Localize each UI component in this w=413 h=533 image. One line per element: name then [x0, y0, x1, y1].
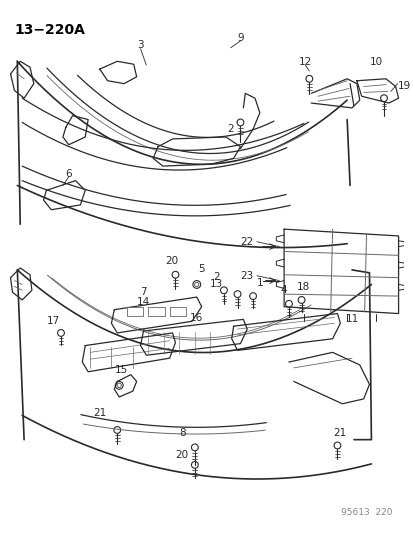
Text: 5: 5	[198, 264, 204, 274]
Text: 3: 3	[137, 40, 143, 50]
Text: 20: 20	[165, 256, 178, 266]
Text: 15: 15	[114, 365, 128, 375]
Text: 7: 7	[140, 287, 146, 297]
Text: 11: 11	[344, 314, 358, 325]
Text: 17: 17	[47, 316, 60, 326]
Text: 19: 19	[396, 80, 410, 91]
Text: 95613  220: 95613 220	[340, 508, 392, 517]
Text: 13: 13	[209, 279, 222, 289]
Text: 14: 14	[136, 297, 150, 307]
Text: 10: 10	[369, 57, 382, 67]
Text: 16: 16	[190, 313, 203, 324]
Text: 2: 2	[227, 124, 233, 134]
Text: 12: 12	[298, 57, 311, 67]
Text: 21: 21	[333, 428, 346, 438]
Text: 22: 22	[239, 237, 252, 247]
Text: 13−220A: 13−220A	[14, 22, 85, 37]
Text: 1: 1	[256, 278, 263, 287]
Text: 20: 20	[175, 450, 188, 460]
Text: 8: 8	[178, 428, 185, 438]
Text: 21: 21	[93, 408, 106, 418]
Text: 2: 2	[212, 272, 219, 281]
Text: 9: 9	[237, 33, 243, 43]
Text: 4: 4	[280, 285, 287, 295]
Text: 18: 18	[296, 282, 309, 293]
Text: 6: 6	[65, 169, 72, 179]
Text: 23: 23	[239, 271, 252, 281]
